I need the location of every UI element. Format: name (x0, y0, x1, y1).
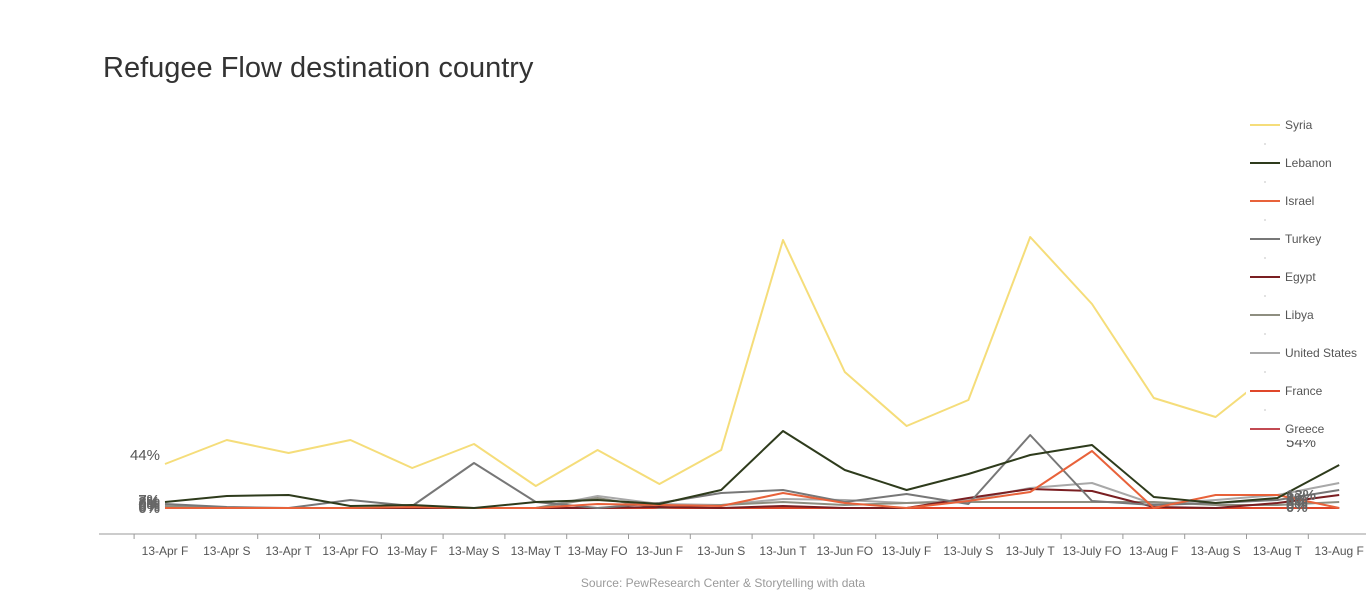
series-line-syria (164, 236, 1340, 487)
legend-label: Egypt (1285, 270, 1316, 284)
annotation-left-small: 0% (138, 500, 160, 517)
annotation-right-small: 0% (1286, 496, 1308, 513)
legend-label: United States (1285, 346, 1357, 360)
annotation-left-small: 0% (138, 498, 160, 515)
legend-dot (1264, 295, 1266, 297)
series-line-lebanon (164, 430, 1340, 509)
legend-dot (1264, 371, 1266, 373)
x-tick-label: 13-Aug F (1129, 544, 1178, 558)
annotation-right-small: 0% (1286, 493, 1308, 510)
chart-title: Refugee Flow destination country (103, 52, 534, 84)
legend-label: France (1285, 384, 1323, 398)
x-tick-label: 13-Aug S (1191, 544, 1241, 558)
legend-dot (1264, 143, 1266, 145)
source-note: Source: PewResearch Center & Storytellin… (580, 576, 866, 590)
legend-label: Libya (1285, 308, 1314, 322)
legend-label: Greece (1285, 422, 1325, 436)
x-tick-label: 13-Jun T (759, 544, 807, 558)
x-tick-label: 13-July F (882, 544, 931, 558)
x-tick-label: 13-May FO (568, 544, 628, 558)
x-tick-marks (133, 534, 1309, 539)
legend-dot (1264, 409, 1266, 411)
x-tick-label: 13-May S (448, 544, 499, 558)
value-annotations: 44%54%7%3%0%0%0%13%8%0%0%0% (130, 434, 1316, 517)
annotation-right-small: 13% (1286, 487, 1316, 504)
annotation-left-small: 0% (138, 496, 160, 513)
x-tick-label: 13-July FO (1063, 544, 1122, 558)
legend-dot (1264, 219, 1266, 221)
x-tick-label: 13-Jun F (636, 544, 683, 558)
legend-label: Syria (1285, 118, 1313, 132)
annotation-left-value: 44% (130, 447, 160, 464)
series-line-israel (165, 450, 1340, 509)
annotation-left-small: 3% (138, 494, 160, 511)
legend-dot (1264, 181, 1266, 183)
annotation-left-small: 7% (138, 492, 160, 509)
legend-label: Lebanon (1285, 156, 1332, 170)
x-tick-label: 13-Jun S (697, 544, 745, 558)
series-lines (164, 236, 1340, 509)
annotation-right-small: 8% (1286, 490, 1308, 507)
legend-label: Turkey (1285, 232, 1321, 246)
x-tick-label: 13-Apr S (203, 544, 250, 558)
x-tick-label: 13-Jun FO (816, 544, 873, 558)
annotation-right-small: 0% (1286, 499, 1308, 516)
legend-dot (1264, 257, 1266, 259)
x-tick-label: 13-Aug F (1315, 544, 1364, 558)
x-tick-label: 13-May T (511, 544, 562, 558)
x-tick-label: 13-Apr F (142, 544, 189, 558)
x-tick-label: 13-May F (387, 544, 438, 558)
x-tick-label: 13-Apr FO (322, 544, 378, 558)
x-tick-labels: 13-Apr F 13-Apr S 13-Apr T 13-Apr FO 13-May … (142, 544, 1364, 558)
legend: Syria Lebanon Israel Turkey Egypt Libya United… (1246, 108, 1366, 440)
x-tick-label: 13-July T (1006, 544, 1056, 558)
x-tick-label: 13-Aug T (1253, 544, 1303, 558)
series-line-turkey (164, 434, 1340, 509)
x-tick-label: 13-July S (943, 544, 993, 558)
legend-dot (1264, 333, 1266, 335)
x-tick-label: 13-Apr T (265, 544, 312, 558)
legend-label: Israel (1285, 194, 1314, 208)
